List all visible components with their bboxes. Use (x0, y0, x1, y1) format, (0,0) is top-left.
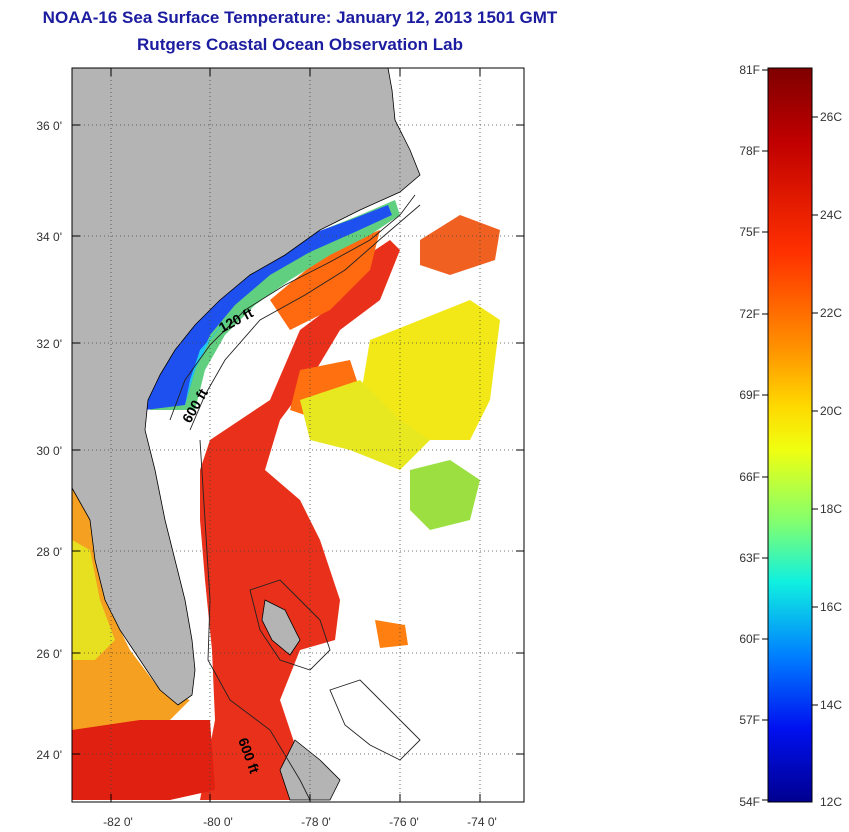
lon-label-74: -74 0' (467, 815, 497, 829)
lat-label-24: 24 0' (36, 748, 62, 762)
colorbar (767, 67, 813, 803)
lat-label-30: 30 0' (36, 444, 62, 458)
florida-keys-warm (72, 720, 215, 800)
colorbar-label-22c: 22C (820, 306, 842, 320)
land-us-east-coast (72, 68, 421, 706)
colorbar-label-54f: 54F (739, 795, 760, 809)
colorbar-label-26c: 26C (820, 110, 842, 124)
graticule (72, 68, 524, 802)
colorbar-label-72f: 72F (739, 307, 760, 321)
yellow-offshore-area (360, 300, 500, 440)
lat-label-34: 34 0' (36, 230, 62, 244)
gulf-yellow-zone (72, 540, 115, 660)
colorbar-label-69f: 69F (739, 388, 760, 402)
colorbar-label-60f: 60F (739, 632, 760, 646)
colorbar-ticks (762, 69, 818, 801)
map-frame (71, 67, 525, 803)
colorbar-label-57f: 57F (739, 713, 760, 727)
lat-label-36: 36 0' (36, 119, 62, 133)
green-offshore-patch (410, 460, 480, 530)
map-tick-marks (72, 68, 524, 802)
map-title: NOAA-16 Sea Surface Temperature: January… (42, 8, 558, 27)
lon-label-82: -82 0' (103, 815, 133, 829)
warm-orange-patch (270, 230, 380, 330)
colorbar-label-14c: 14C (820, 698, 842, 712)
colorbar-label-18c: 18C (820, 502, 842, 516)
lon-label-78: -78 0' (301, 815, 331, 829)
yellow-offshore-area-2 (300, 380, 430, 470)
land-bahamas-andros (261, 599, 301, 656)
contour-bahamas (249, 579, 421, 761)
colorbar-label-16c: 16C (820, 600, 842, 614)
gulf-of-mexico-water (72, 490, 190, 740)
lat-label-28: 28 0' (36, 545, 62, 559)
colorbar-label-75f: 75F (739, 225, 760, 239)
contour-120ft (169, 194, 416, 421)
colorbar-label-81f: 81F (739, 63, 760, 77)
map-area: 120 ft 600 ft 600 ft (72, 68, 524, 802)
map-subtitle: Rutgers Coastal Ocean Observation Lab (137, 35, 463, 54)
colorbar-label-63f: 63F (739, 551, 760, 565)
colorbar-label-78f: 78F (739, 144, 760, 158)
land-cuba (279, 739, 341, 801)
contour-600ft (189, 204, 421, 801)
colorbar-label-12c: 12C (820, 795, 842, 809)
lon-label-80: -80 0' (203, 815, 233, 829)
colorbar-label-20c: 20C (820, 404, 842, 418)
lat-label-32: 32 0' (36, 337, 62, 351)
gulf-stream-band (200, 240, 400, 800)
colorbar-label-24c: 24C (820, 208, 842, 222)
lat-label-26: 26 0' (36, 647, 62, 661)
lon-label-76: -76 0' (389, 815, 419, 829)
colorbar-label-66f: 66F (739, 470, 760, 484)
